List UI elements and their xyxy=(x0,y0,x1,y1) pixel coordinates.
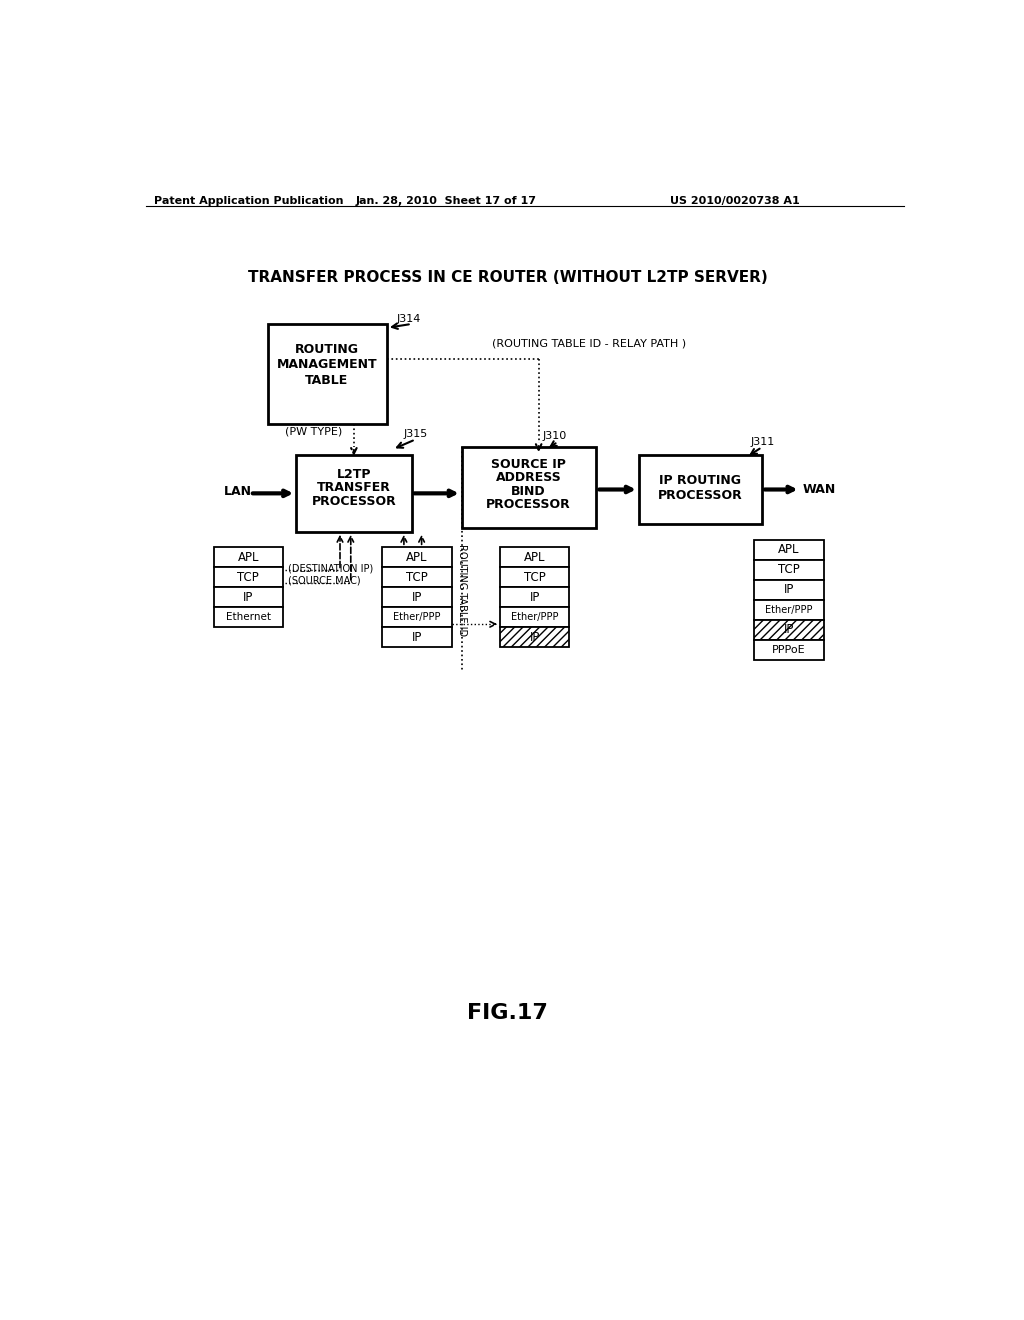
Bar xyxy=(755,560,823,579)
Bar xyxy=(214,587,283,607)
Bar xyxy=(382,627,452,647)
Text: MANAGEMENT: MANAGEMENT xyxy=(276,358,377,371)
Text: WAN: WAN xyxy=(803,483,837,496)
Text: APL: APL xyxy=(524,550,546,564)
Bar xyxy=(462,447,596,528)
Text: TCP: TCP xyxy=(524,570,546,583)
Bar xyxy=(214,607,283,627)
Bar xyxy=(500,548,569,568)
Text: IP ROUTING: IP ROUTING xyxy=(659,474,741,487)
Text: L2TP: L2TP xyxy=(337,467,371,480)
Bar xyxy=(755,640,823,660)
Text: Ether/PPP: Ether/PPP xyxy=(511,612,558,622)
Text: TRANSFER: TRANSFER xyxy=(316,482,391,495)
Bar xyxy=(382,607,452,627)
Bar xyxy=(382,568,452,587)
Bar xyxy=(382,548,452,568)
Text: APL: APL xyxy=(778,543,800,556)
Text: PROCESSOR: PROCESSOR xyxy=(486,498,571,511)
Bar xyxy=(382,587,452,607)
Text: TRANSFER PROCESS IN CE ROUTER (WITHOUT L2TP SERVER): TRANSFER PROCESS IN CE ROUTER (WITHOUT L… xyxy=(248,271,768,285)
Text: IP: IP xyxy=(412,631,422,644)
Bar xyxy=(500,568,569,587)
Text: (ROUTING TABLE ID - RELAY PATH ): (ROUTING TABLE ID - RELAY PATH ) xyxy=(493,338,686,348)
Text: Ether/PPP: Ether/PPP xyxy=(765,605,813,615)
Bar xyxy=(500,587,569,607)
Text: Jan. 28, 2010  Sheet 17 of 17: Jan. 28, 2010 Sheet 17 of 17 xyxy=(355,195,537,206)
Bar xyxy=(755,540,823,560)
Text: J315: J315 xyxy=(403,429,428,440)
Text: TCP: TCP xyxy=(238,570,259,583)
Text: ROUTING: ROUTING xyxy=(295,343,358,356)
Text: LAN: LAN xyxy=(224,484,252,498)
Text: J311: J311 xyxy=(751,437,775,446)
Bar xyxy=(267,323,387,424)
Bar xyxy=(755,619,823,640)
Text: BIND: BIND xyxy=(511,484,546,498)
Bar xyxy=(639,455,762,524)
Text: (SOURCE MAC): (SOURCE MAC) xyxy=(289,576,361,585)
Text: TABLE: TABLE xyxy=(305,374,348,387)
Text: IP: IP xyxy=(783,583,794,597)
Bar xyxy=(500,607,569,627)
Text: ADDRESS: ADDRESS xyxy=(496,471,561,484)
Text: (PW TYPE): (PW TYPE) xyxy=(285,426,342,437)
Text: SOURCE IP: SOURCE IP xyxy=(492,458,566,471)
Text: IP: IP xyxy=(529,631,540,644)
Text: FIG.17: FIG.17 xyxy=(467,1003,548,1023)
Text: PROCESSOR: PROCESSOR xyxy=(311,495,396,508)
Text: IP: IP xyxy=(412,591,422,603)
Bar xyxy=(500,627,569,647)
Bar xyxy=(214,568,283,587)
Text: Ether/PPP: Ether/PPP xyxy=(393,612,440,622)
Text: TCP: TCP xyxy=(778,564,800,576)
Text: APL: APL xyxy=(238,550,259,564)
Text: TCP: TCP xyxy=(407,570,428,583)
Text: APL: APL xyxy=(407,550,428,564)
Text: Ethernet: Ethernet xyxy=(226,612,271,622)
Bar xyxy=(214,548,283,568)
Text: IP: IP xyxy=(783,623,794,636)
Text: PPPoE: PPPoE xyxy=(772,644,806,655)
Bar xyxy=(755,579,823,599)
Text: J314: J314 xyxy=(396,314,421,323)
Text: Patent Application Publication: Patent Application Publication xyxy=(154,195,343,206)
Text: IP: IP xyxy=(243,591,254,603)
Text: PROCESSOR: PROCESSOR xyxy=(658,490,742,502)
Text: J310: J310 xyxy=(543,430,566,441)
Text: (DESTINATION IP): (DESTINATION IP) xyxy=(289,564,374,573)
Text: ROUTING TABLE ID: ROUTING TABLE ID xyxy=(457,544,467,636)
Bar xyxy=(755,599,823,619)
Text: US 2010/0020738 A1: US 2010/0020738 A1 xyxy=(670,195,800,206)
Text: IP: IP xyxy=(529,591,540,603)
Bar xyxy=(296,455,412,532)
